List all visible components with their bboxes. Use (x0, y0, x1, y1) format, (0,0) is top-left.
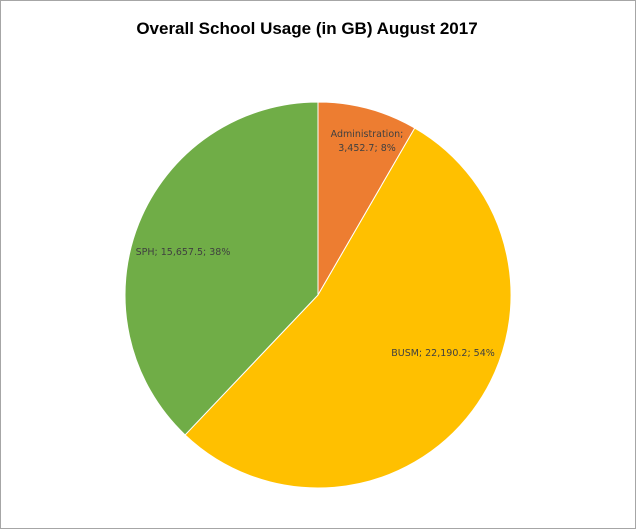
pie-slice-administration (317, 101, 416, 297)
data-label-sph: SPH; 15,657.5; 38% (136, 247, 231, 258)
chart-title: Overall School Usage (in GB) August 2017 (136, 19, 478, 38)
pie-slice-busm (184, 127, 512, 489)
data-label-busm: BUSM; 22,190.2; 54% (391, 348, 495, 359)
data-label-administration: Administration; 3,452.7; 8% (331, 129, 404, 154)
pie-slice-sph (124, 101, 319, 436)
